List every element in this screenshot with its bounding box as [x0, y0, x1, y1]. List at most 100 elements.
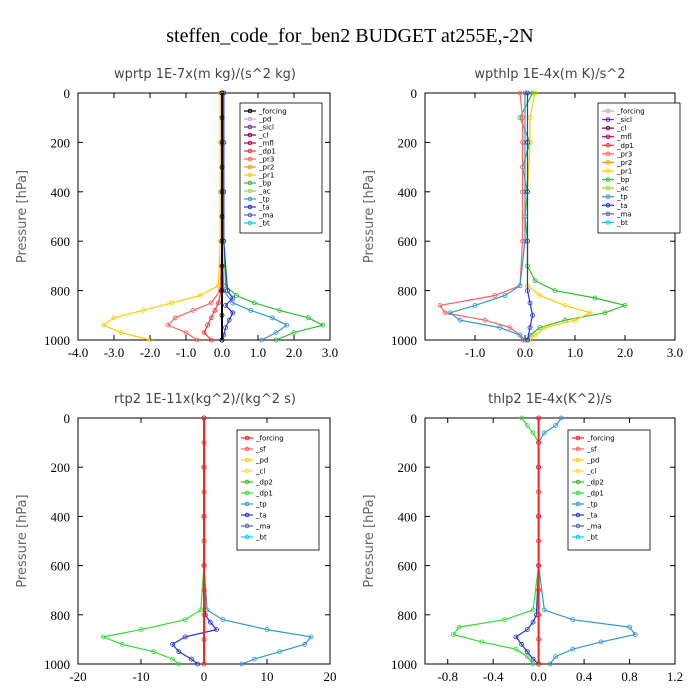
x-tick-label: -3.0: [104, 345, 125, 360]
data-point: [223, 325, 229, 331]
legend-marker: [605, 194, 611, 200]
legend-marker: [244, 446, 250, 452]
data-point: [182, 617, 188, 623]
data-point: [525, 288, 530, 294]
data-point: [447, 310, 453, 316]
legend-label: _bt: [258, 220, 270, 228]
legend-marker: [605, 125, 611, 131]
data-point: [527, 300, 533, 306]
data-point: [587, 310, 593, 316]
data-point: [291, 330, 297, 336]
data-point: [207, 619, 213, 625]
y-tick-label: 0: [411, 86, 418, 101]
legend-marker: [575, 468, 581, 474]
data-point: [472, 302, 478, 308]
legend-label: _forcing: [616, 108, 645, 116]
data-point: [219, 238, 225, 244]
data-point: [530, 656, 536, 662]
figure-title: steffen_code_for_ben2 BUDGET at255E,-2N: [166, 25, 534, 47]
legend: _forcing_pd_sicl_cl_mfl_dp1_pr3_pr2_pr1_…: [239, 102, 323, 234]
data-point: [183, 330, 189, 336]
legend-marker: [575, 446, 581, 452]
plot-frame: [77, 92, 331, 341]
legend-marker: [575, 479, 581, 485]
x-tick-label: 2.0: [286, 345, 302, 360]
legend-label: _ma: [586, 523, 602, 531]
data-point: [305, 315, 311, 321]
data-point: [251, 656, 257, 662]
data-point: [233, 293, 239, 298]
y-axis-label: Pressure [hPa]: [362, 170, 377, 263]
data-point: [553, 654, 559, 659]
data-point: [182, 634, 188, 640]
y-tick-label: 800: [398, 608, 418, 623]
legend-marker: [244, 435, 250, 441]
legend-item: _bp: [244, 180, 272, 188]
data-point: [542, 325, 548, 331]
data-point: [457, 317, 463, 323]
legend-label: _forcing: [255, 435, 284, 443]
data-point: [547, 661, 553, 667]
series-pr1: [100, 90, 223, 343]
legend-item: _bt: [244, 220, 270, 228]
data-point: [201, 637, 207, 642]
data-point: [536, 637, 541, 642]
legend-label: _ta: [586, 512, 598, 520]
series-line: [537, 417, 637, 665]
data-point: [552, 288, 558, 294]
data-point: [517, 283, 523, 289]
legend-item: _dp2: [572, 479, 604, 487]
data-point: [536, 612, 541, 618]
data-point: [450, 632, 456, 637]
series-line: [448, 93, 526, 341]
legend-label: _bt: [255, 534, 267, 542]
data-point: [264, 627, 270, 632]
data-point: [530, 607, 536, 613]
legend-marker: [247, 204, 253, 210]
data-point: [562, 302, 568, 308]
data-point: [622, 302, 628, 308]
legend-label: _sf: [255, 446, 266, 454]
data-point: [536, 489, 541, 495]
legend-label: _bt: [586, 534, 598, 542]
x-tick-label: 0.8: [621, 669, 637, 684]
data-point: [524, 627, 530, 632]
legend-marker: [605, 202, 611, 208]
data-point: [220, 617, 226, 623]
data-point: [230, 295, 236, 301]
legend-marker: [575, 523, 581, 529]
legend-marker: [575, 501, 581, 507]
data-point: [524, 649, 530, 655]
y-tick-label: 600: [398, 559, 418, 574]
data-point: [530, 430, 536, 436]
data-point: [165, 322, 171, 328]
data-point: [536, 514, 541, 519]
series-line: [438, 92, 524, 341]
legend-item: _mfl: [602, 133, 632, 141]
legend-marker: [244, 468, 250, 474]
legend-item: _forcing: [244, 108, 287, 116]
y-tick-label: 400: [398, 509, 418, 524]
data-point: [632, 632, 638, 637]
legend-marker: [247, 140, 253, 146]
legend-label: _bp: [258, 180, 272, 188]
y-tick-label: 800: [398, 284, 418, 299]
data-point: [205, 322, 211, 328]
data-point: [598, 639, 604, 645]
legend-item: _dp1: [244, 148, 276, 156]
legend-marker: [247, 220, 253, 226]
legend-item: _ma: [572, 523, 602, 531]
data-point: [111, 315, 117, 321]
series-tp: [447, 90, 528, 343]
legend-marker: [244, 501, 250, 507]
data-point: [517, 90, 523, 96]
legend-label: _ta: [255, 512, 267, 520]
data-point: [277, 307, 283, 313]
legend-item: _tp: [572, 501, 598, 509]
legend-item: _pr1: [244, 172, 274, 180]
x-tick-label: 3.0: [667, 345, 683, 360]
data-point: [502, 617, 507, 623]
legend-item: _ma: [602, 210, 632, 218]
series-forcing: [536, 415, 541, 667]
data-point: [527, 325, 533, 331]
